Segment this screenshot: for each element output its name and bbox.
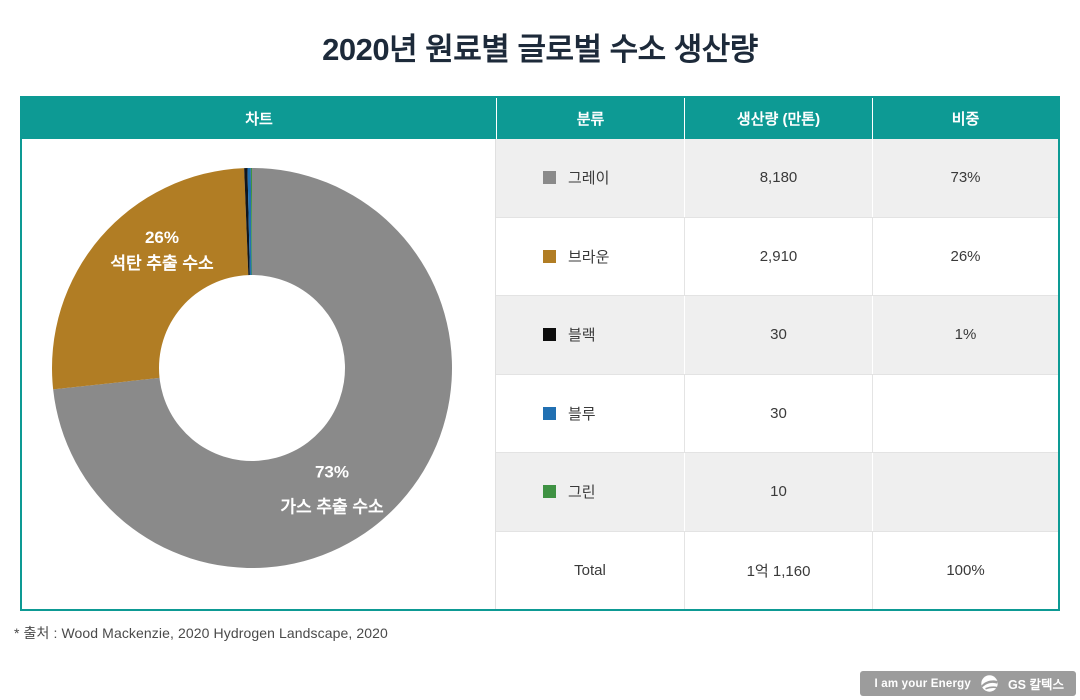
category-label: 브라운 xyxy=(568,248,610,266)
category-label: 블루 xyxy=(568,405,596,423)
category-label: 블랙 xyxy=(568,327,596,345)
table-body: 26% 석탄 추출 수소 73% 가스 추출 수소 그레이 8,180 73% 브라운… xyxy=(22,139,1058,609)
donut-chart xyxy=(51,168,453,568)
category-label: 그린 xyxy=(568,484,596,502)
header-chart: 차트 xyxy=(245,111,273,128)
category-label: 그레이 xyxy=(568,170,610,188)
source-footnote: * 출처 : Wood Mackenzie, 2020 Hydrogen Lan… xyxy=(14,625,388,641)
brand-badge: I am your Energy GS 칼텍스 xyxy=(860,671,1076,696)
share-value: 26% xyxy=(872,217,1058,295)
donut-slice-브라운 xyxy=(51,168,249,390)
legend-color-swatch xyxy=(543,328,556,342)
share-value: 73% xyxy=(872,139,1058,217)
legend-color-swatch xyxy=(543,249,556,263)
table-row: 블루 30 xyxy=(496,373,1058,453)
table-row: 브라운 2,910 26% xyxy=(496,216,1058,296)
header-production: 생산량 (만톤) xyxy=(684,98,872,139)
production-value: 1억 1,160 xyxy=(684,531,872,609)
page-title: 2020년 원료별 글로벌 수소 생산량 xyxy=(322,32,758,67)
category-label: Total xyxy=(574,561,606,579)
donut-slice-그린 xyxy=(250,168,252,276)
share-value xyxy=(872,374,1058,452)
donut-chart-area: 26% 석탄 추출 수소 73% 가스 추출 수소 xyxy=(22,139,496,609)
production-value: 30 xyxy=(684,296,872,374)
donut-slice-블루 xyxy=(247,168,252,276)
share-value xyxy=(872,453,1058,531)
table-header-row: 차트 분류 생산량 (만톤) 비중 xyxy=(22,98,1058,139)
category-cell: 그레이 xyxy=(496,139,684,217)
table-row: 블랙 30 1% xyxy=(496,295,1058,374)
share-value: 1% xyxy=(872,296,1058,374)
category-cell: 블루 xyxy=(496,375,684,453)
legend-color-swatch xyxy=(543,406,556,420)
brand-slogan: I am your Energy xyxy=(874,677,971,690)
category-cell: 그린 xyxy=(496,453,684,531)
table-row: 그린 10 xyxy=(496,452,1058,531)
category-cell: 브라운 xyxy=(496,218,684,296)
data-rows: 그레이 8,180 73% 브라운 2,910 26% 블랙 30 1% 블루 30 그린 10 Tota… xyxy=(496,139,1058,609)
category-cell: 블랙 xyxy=(496,296,684,374)
production-value: 30 xyxy=(684,374,872,452)
donut-slice-그레이 xyxy=(53,168,453,568)
donut-slice-블랙 xyxy=(244,168,250,276)
header-share: 비중 xyxy=(872,98,1058,139)
table-row: Total 1억 1,160 100% xyxy=(496,530,1058,610)
gs-caltex-logo-icon xyxy=(981,675,998,692)
category-cell: Total xyxy=(496,532,684,610)
share-value: 100% xyxy=(872,531,1058,609)
chart-table-panel: 차트 분류 생산량 (만톤) 비중 26% 석탄 추출 수소 73% 가스 추출… xyxy=(20,96,1060,611)
legend-color-swatch xyxy=(543,171,556,185)
header-category: 분류 xyxy=(496,98,684,139)
production-value: 8,180 xyxy=(684,139,872,217)
production-value: 2,910 xyxy=(684,217,872,295)
production-value: 10 xyxy=(684,453,872,531)
brand-name: GS 칼텍스 xyxy=(1007,678,1064,692)
table-row: 그레이 8,180 73% xyxy=(496,139,1058,217)
legend-color-swatch xyxy=(543,485,556,499)
